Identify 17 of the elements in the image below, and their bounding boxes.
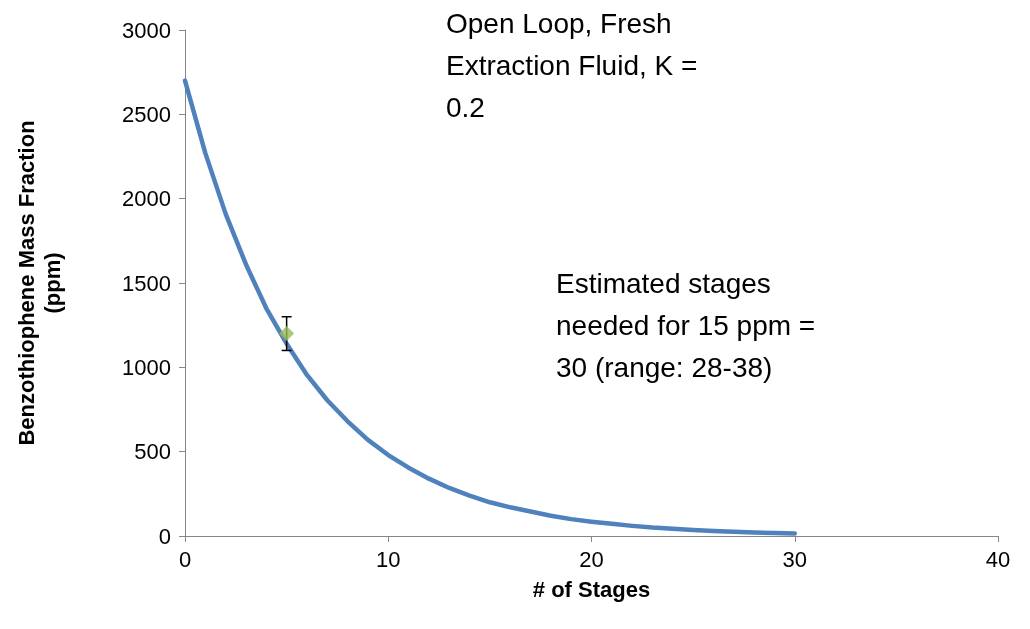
annotation: Open Loop, Fresh Extraction Fluid, K = 0.2 [446, 7, 698, 123]
x-tick-label: 20 [579, 546, 604, 572]
y-tick-label: 500 [134, 439, 171, 465]
line-series [182, 78, 797, 536]
x-axis-title: # of Stages [532, 576, 651, 602]
y-axis-title: Benzothiophene Mass Fraction (ppm) [13, 120, 65, 446]
y-tick-label: 2000 [122, 186, 171, 212]
y-tick-label: 3000 [122, 17, 171, 43]
x-tick-label: 0 [178, 546, 192, 572]
x-tick-label: 10 [376, 546, 401, 572]
x-tick-label: 30 [782, 546, 807, 572]
y-tick-label: 1000 [122, 354, 171, 380]
y-tick-label: 2500 [122, 101, 171, 127]
x-tick-label: 40 [985, 546, 1011, 572]
y-tick-label: 1500 [122, 270, 171, 296]
y-tick-label: 0 [158, 523, 171, 549]
annotation: Estimated stages needed for 15 ppm = 30 (range: 28-38) [556, 267, 816, 383]
